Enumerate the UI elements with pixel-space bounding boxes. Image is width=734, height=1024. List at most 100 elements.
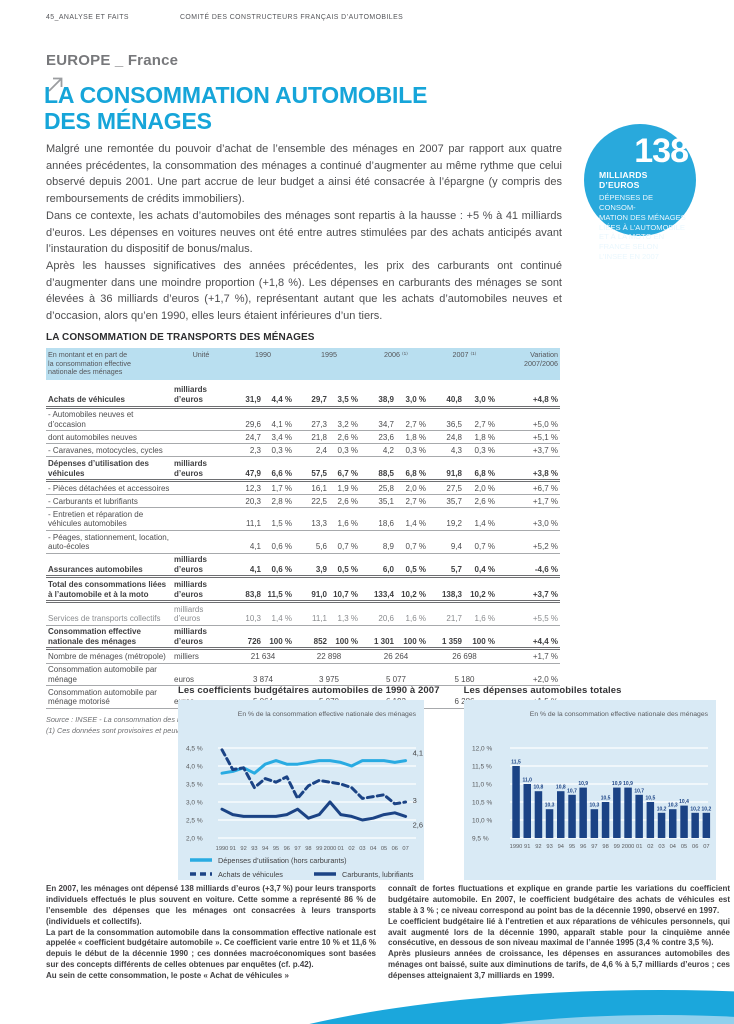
- bar: [657, 812, 665, 838]
- row-value: 1,6 %: [337, 519, 358, 529]
- bar-value-label: 10,8: [533, 785, 543, 791]
- row-value: 2,0 %: [474, 483, 495, 493]
- bar: [668, 809, 677, 838]
- bar-chart-title: Les dépenses automobiles totales: [463, 685, 622, 696]
- bar-value-label: 10,9: [612, 781, 622, 787]
- row-value: 100 %: [335, 636, 358, 646]
- row-value: 20,6: [378, 614, 394, 624]
- row-value: 2,4: [315, 445, 327, 455]
- row-value: 29,7: [311, 395, 327, 405]
- table-row: - Péages, stationnement, location, auto-…: [46, 531, 560, 554]
- bar: [534, 791, 542, 838]
- row-value: 21,8: [311, 432, 327, 442]
- row-variation: +3,7 %: [532, 445, 558, 455]
- bar-value-label: 10,2: [656, 806, 666, 812]
- bar: [601, 802, 609, 838]
- row-value: 4,1 %: [271, 419, 292, 429]
- x-axis-tick-label: 01: [338, 846, 344, 852]
- row-value: 0,3 %: [405, 445, 426, 455]
- row-value: 91,0: [311, 589, 327, 599]
- row-value: 2,6 %: [474, 496, 495, 506]
- row-value: 1,7 %: [271, 483, 292, 493]
- row-label: Achats de véhicules: [48, 395, 125, 405]
- row-unit: milliards d’euros: [174, 627, 207, 646]
- row-value: 1,5 %: [271, 519, 292, 529]
- row-value: 10,2 %: [401, 589, 426, 599]
- row-value: 4,2: [382, 445, 394, 455]
- stat-badge-number: 138: [634, 132, 689, 170]
- row-value: 38,9: [378, 395, 394, 405]
- row-value: 20,3: [245, 496, 261, 506]
- x-axis-tick-label: 1990: [216, 846, 229, 852]
- row-value: 133,4: [373, 589, 394, 599]
- row-value: 1,4 %: [405, 519, 426, 529]
- row-value: 25,8: [378, 483, 394, 493]
- row-value: 0,6 %: [271, 542, 292, 552]
- x-axis-tick-label: 92: [535, 844, 541, 850]
- row-value: 34,7: [378, 419, 394, 429]
- line-chart-svg: En % de la consommation effective nation…: [178, 700, 424, 880]
- charts-row: Les coefficients budgétaires automobiles…: [178, 685, 716, 880]
- commentary-paragraph: connaît de fortes fluctuations et expliq…: [388, 884, 730, 915]
- row-value: 6,0: [382, 564, 394, 574]
- row-value: 1 301: [373, 636, 394, 646]
- bar: [646, 802, 654, 838]
- x-axis-tick-label: 03: [658, 844, 664, 850]
- row-value: 29,6: [245, 419, 261, 429]
- x-axis-tick-label: 2000: [621, 844, 634, 850]
- bar: [590, 809, 598, 838]
- legend-label: Dépenses d’utilisation (hors carburants): [218, 856, 347, 865]
- bar-value-label: 10,5: [645, 796, 655, 802]
- row-value: 5,7: [450, 564, 462, 574]
- x-axis-tick-label: 04: [370, 846, 376, 852]
- row-value: 36,5: [446, 419, 462, 429]
- row-variation: +3,0 %: [532, 519, 558, 529]
- y-axis-tick-label: 11,5 %: [472, 763, 492, 770]
- row-variation: +6,7 %: [532, 483, 558, 493]
- row-unit: milliards d’euros: [174, 604, 204, 624]
- y-axis-tick-label: 3,5 %: [186, 781, 203, 788]
- bar-value-label: 10,2: [701, 806, 711, 812]
- y-axis-tick-label: 2,0 %: [186, 835, 203, 842]
- x-axis-tick-label: 07: [402, 846, 408, 852]
- table-header-row: En montant et en part de la consommation…: [46, 348, 560, 380]
- row-variation: -4,6 %: [534, 564, 558, 574]
- y-axis-tick-label: 10,5 %: [472, 799, 492, 806]
- table-header-year: 1995: [321, 350, 337, 359]
- stat-badge-description: DÉPENSES DE CONSOM- MATION DES MÉNAGES L…: [599, 193, 686, 262]
- table-row: - Carburants et lubrifiants 20,3 2,8 % 22,5…: [46, 495, 560, 509]
- row-value: 2,7 %: [474, 419, 495, 429]
- y-axis-tick-label: 4,0 %: [186, 763, 203, 770]
- row-value: 2,6 %: [337, 496, 358, 506]
- row-value: 27,5: [446, 483, 462, 493]
- row-value: 18,6: [378, 519, 394, 529]
- bar-value-label: 10,2: [690, 806, 700, 812]
- y-axis-tick-label: 11,0 %: [472, 781, 492, 788]
- bar: [578, 787, 587, 838]
- row-label: - Entretien et réparation de véhicules a…: [48, 509, 144, 529]
- row-value: 0,7 %: [474, 542, 495, 552]
- wave-decoration: [309, 990, 734, 1024]
- row-value: 3,0 %: [405, 395, 426, 405]
- row-value: 6,8 %: [474, 468, 495, 478]
- x-axis-tick-label: 07: [703, 844, 709, 850]
- bar-value-label: 10,7: [634, 788, 644, 794]
- row-value: 11,5 %: [267, 589, 292, 599]
- row-value: 22 898: [316, 651, 342, 661]
- bar: [556, 791, 565, 838]
- legend-label: Achats de véhicules: [218, 870, 283, 879]
- intro-paragraph: Dans ce contexte, les achats d’automobil…: [46, 209, 562, 256]
- row-value: 3 874: [252, 674, 274, 684]
- x-axis-tick-label: 06: [692, 844, 698, 850]
- row-value: 35,7: [446, 496, 462, 506]
- row-value: 21,7: [446, 614, 462, 624]
- table-row: - Pièces détachées et accessoires 12,3 1,7…: [46, 482, 560, 496]
- row-value: 6,6 %: [271, 468, 292, 478]
- bar: [511, 766, 520, 838]
- row-value: 3,4 %: [271, 432, 292, 442]
- y-axis-tick-label: 3,0 %: [186, 799, 203, 806]
- series-end-label: 2,6: [413, 820, 423, 829]
- row-value: 100 %: [472, 636, 495, 646]
- row-unit: milliers: [174, 651, 199, 661]
- x-axis-tick-label: 03: [359, 846, 365, 852]
